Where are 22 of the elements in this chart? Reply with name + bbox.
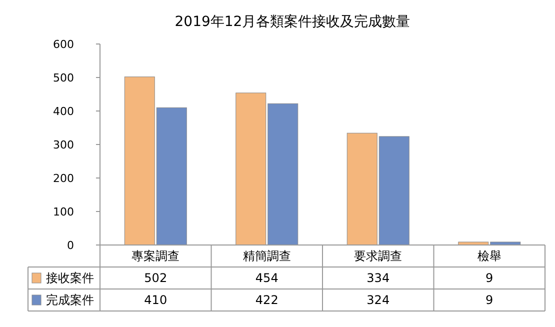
x-tick-label: 要求調查	[354, 249, 402, 263]
y-tick-label: 0	[67, 239, 74, 252]
data-label: 502	[144, 271, 168, 285]
y-tick-label: 100	[53, 206, 74, 218]
legend-label: 完成案件	[46, 293, 94, 307]
y-tick-label: 600	[53, 38, 74, 51]
data-label: 410	[144, 293, 168, 307]
x-tick-label: 檢舉	[477, 249, 502, 263]
data-label: 334	[366, 271, 390, 285]
data-label: 9	[486, 271, 494, 285]
legend-label: 接收案件	[46, 271, 94, 285]
data-label: 9	[486, 293, 494, 307]
x-tick-label: 精簡調查	[242, 249, 291, 263]
y-tick-label: 500	[53, 72, 74, 84]
data-label: 324	[366, 293, 390, 307]
chart-title: 2019年12月各類案件接收及完成數量	[174, 13, 410, 30]
y-tick-label: 400	[53, 105, 74, 118]
data-label: 422	[255, 293, 278, 307]
y-tick-label: 200	[53, 172, 74, 185]
x-tick-label: 專案調查	[132, 249, 180, 263]
data-label: 454	[255, 271, 278, 285]
y-tick-label: 300	[53, 138, 74, 152]
